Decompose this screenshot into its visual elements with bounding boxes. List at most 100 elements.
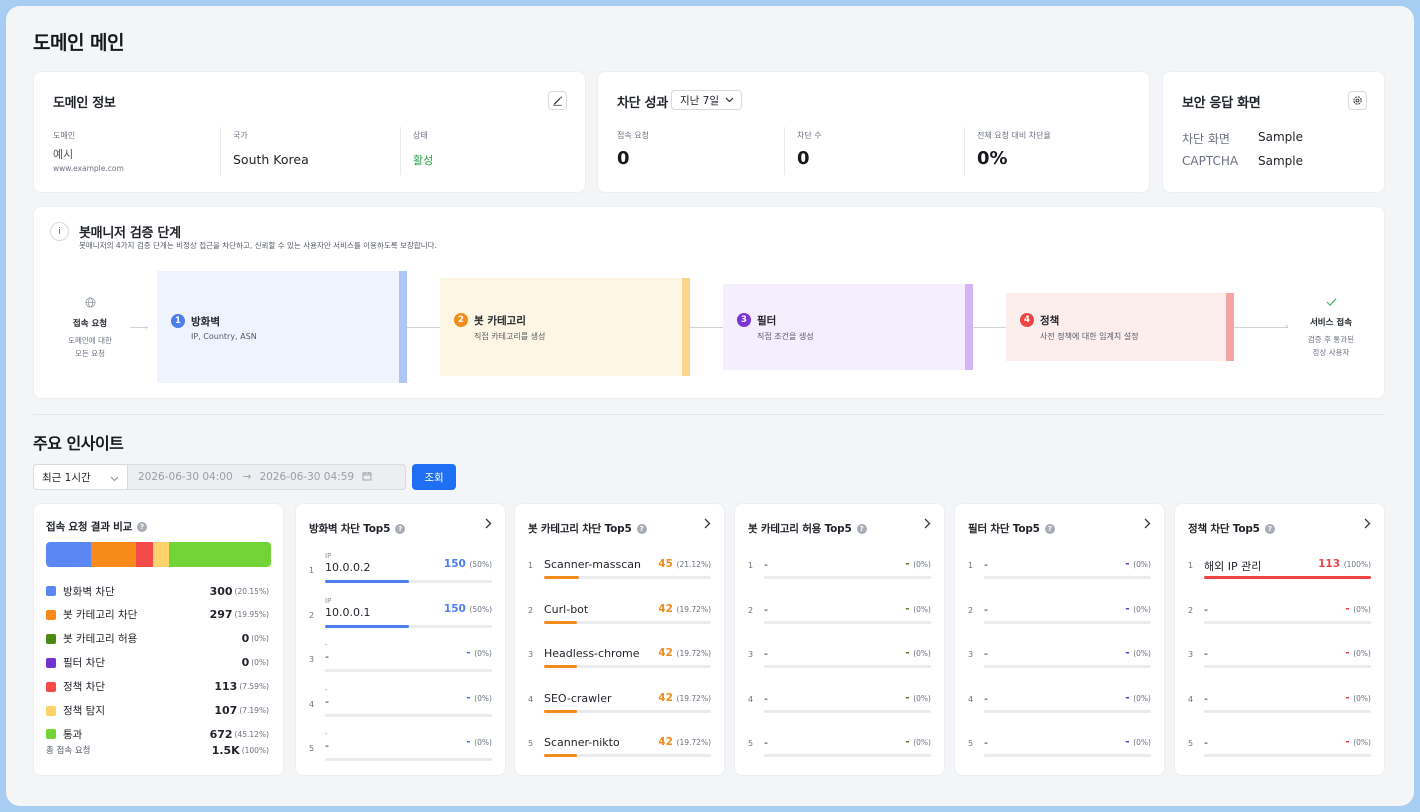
top5-title-row: 봇 카테고리 허용 Top5? <box>748 521 867 536</box>
stage-policy[interactable]: 4 정책 사전 정책에 대한 임계치 설정 <box>1006 293 1234 361</box>
help-icon[interactable]: ? <box>1044 523 1055 534</box>
rank-number: 3 <box>309 655 315 664</box>
row-name: - <box>764 647 768 660</box>
row-name: 해외 IP 관리 <box>1204 560 1262 573</box>
top5-row[interactable]: 5--- (0%) <box>309 726 492 766</box>
edit-icon[interactable] <box>548 91 567 110</box>
top5-row[interactable]: 3-- (0%) <box>748 637 931 677</box>
row-value-wrap: 42 (19.72%) <box>658 736 711 748</box>
legend-value: 672 <box>209 727 233 741</box>
legend-label: 통과 <box>63 728 83 741</box>
top5-row[interactable]: 5-- (0%) <box>968 726 1151 766</box>
top5-row[interactable]: 1-- (0%) <box>748 548 931 588</box>
row-name: - <box>984 691 988 705</box>
row-fill <box>544 709 577 713</box>
chevron-right-icon[interactable] <box>923 518 931 532</box>
legend-value: 297 <box>209 608 233 622</box>
block-count-label: 차단 수 <box>797 131 822 140</box>
top5-row[interactable]: 2-- (0%) <box>748 593 931 633</box>
row-value-wrap: 42 (19.72%) <box>658 603 711 615</box>
top5-row[interactable]: 3-- (0%) <box>968 637 1151 677</box>
top5-title: 봇 카테고리 차단 Top5 <box>528 523 632 535</box>
stage-filter[interactable]: 3 필터 직접 조건을 생성 <box>723 284 973 370</box>
help-icon[interactable]: ? <box>636 523 647 534</box>
top5-row[interactable]: 5-- (0%) <box>1188 726 1371 766</box>
chevron-right-icon[interactable] <box>1363 518 1371 532</box>
chevron-right-icon[interactable] <box>703 518 711 532</box>
chevron-right-icon[interactable] <box>484 518 492 532</box>
row-value: - <box>1345 647 1350 659</box>
flow-end-desc1: 검증 후 통과된 <box>1307 335 1355 344</box>
search-button[interactable]: 조회 <box>412 464 456 490</box>
top5-row[interactable]: 2 IP 10.0.0.1 150 (50%) <box>309 593 492 633</box>
row-name: - <box>1204 602 1208 616</box>
top5-row[interactable]: 1 IP 10.0.0.2 150 (50%) <box>309 548 492 588</box>
captcha-value[interactable]: Sample <box>1258 154 1303 168</box>
row-name: Scanner-nikto <box>544 736 620 749</box>
stage-name: 필터 <box>757 314 777 327</box>
row-type: - <box>325 730 328 738</box>
row-name: - <box>325 650 329 663</box>
row-fill <box>544 754 577 757</box>
top5-row[interactable]: 4-- (0%) <box>968 682 1151 722</box>
row-pct: (0%) <box>474 649 492 658</box>
top5-row[interactable]: 4-- (0%) <box>748 682 931 722</box>
top5-row[interactable]: 1 Scanner-masscan 45 (21.12%) <box>528 548 711 588</box>
top5-row[interactable]: 3 Headless-chrome 42 (19.72%) <box>528 637 711 677</box>
row-pct: (19.72%) <box>676 649 711 658</box>
legend-value: 107 <box>214 704 238 717</box>
stage-firewall[interactable]: 1 방화벽 IP, Country, ASN <box>157 271 407 383</box>
top5-row[interactable]: 1-- (0%) <box>968 548 1151 588</box>
row-track <box>325 624 492 628</box>
status-badge: 활성 <box>413 154 434 167</box>
rank-number: 5 <box>968 739 974 748</box>
divider <box>964 127 965 175</box>
top5-title-row: 방화벽 차단 Top5? <box>309 521 406 536</box>
domain-value: 예시 <box>53 148 74 161</box>
chevron-right-icon[interactable] <box>1143 518 1151 532</box>
row-track <box>325 713 492 717</box>
row-pct: (0%) <box>1133 738 1151 747</box>
flow-start: 접속 요청 도메인에 대한 모든 요청 <box>59 297 121 359</box>
row-value-wrap: - (0%) <box>1345 692 1371 704</box>
legend-value: 300 <box>209 584 233 598</box>
help-icon[interactable]: ? <box>856 523 867 534</box>
legend-label: 봇 카테고리 허용 <box>63 633 138 646</box>
period-select[interactable]: 지난 7일 <box>671 90 742 110</box>
top5-row[interactable]: 4--- (0%) <box>309 682 492 722</box>
top5-row[interactable]: 1 해외 IP 관리 113 (100%) <box>1188 548 1371 588</box>
row-value-wrap: - (0%) <box>1125 647 1151 659</box>
top5-row[interactable]: 5 Scanner-nikto 42 (19.72%) <box>528 726 711 766</box>
row-type: - <box>325 641 328 649</box>
row-name: - <box>984 602 988 616</box>
row-pct: (50%) <box>469 604 492 614</box>
top5-row[interactable]: 3-- (0%) <box>1188 637 1371 677</box>
top5-row[interactable]: 2-- (0%) <box>1188 593 1371 633</box>
domain-info-card: 도메인 정보 도메인 예시 www.example.com 국가 South K… <box>33 71 586 193</box>
stage-bot-category[interactable]: 2 봇 카테고리 직접 카테고리를 생성 <box>440 278 690 376</box>
top5-row[interactable]: 2 Curl-bot 42 (19.72%) <box>528 593 711 633</box>
block-screen-value[interactable]: Sample <box>1258 130 1303 144</box>
botmanager-title: 봇매니저 검증 단계 <box>79 226 181 241</box>
rank-number: 5 <box>748 739 754 748</box>
range-select[interactable]: 최근 1시간 <box>33 464 128 490</box>
period-value: 지난 7일 <box>680 94 719 107</box>
gear-icon[interactable] <box>1348 91 1367 110</box>
rank-number: 2 <box>1188 605 1194 615</box>
top5-row[interactable]: 4-- (0%) <box>1188 682 1371 722</box>
row-track <box>984 665 1151 668</box>
top5-row[interactable]: 5-- (0%) <box>748 726 931 766</box>
top5-row[interactable]: 4 SEO-crawler 42 (19.72%) <box>528 682 711 722</box>
row-track <box>1204 620 1371 624</box>
top5-row[interactable]: 3--- (0%) <box>309 637 492 677</box>
insights-title: 주요 인사이트 <box>33 434 124 453</box>
legend-label: 정책 차단 <box>63 681 105 694</box>
row-fill <box>544 620 577 624</box>
help-icon[interactable]: ? <box>395 523 406 534</box>
row-fill <box>544 576 580 579</box>
top5-row[interactable]: 2-- (0%) <box>968 593 1151 633</box>
row-value-wrap: 45 (21.12%) <box>658 558 711 570</box>
help-icon[interactable]: ? <box>137 521 148 532</box>
help-icon[interactable]: ? <box>1264 523 1275 534</box>
date-range-field[interactable]: 2026-06-30 04:00 → 2026-06-30 04:59 <box>127 464 406 490</box>
